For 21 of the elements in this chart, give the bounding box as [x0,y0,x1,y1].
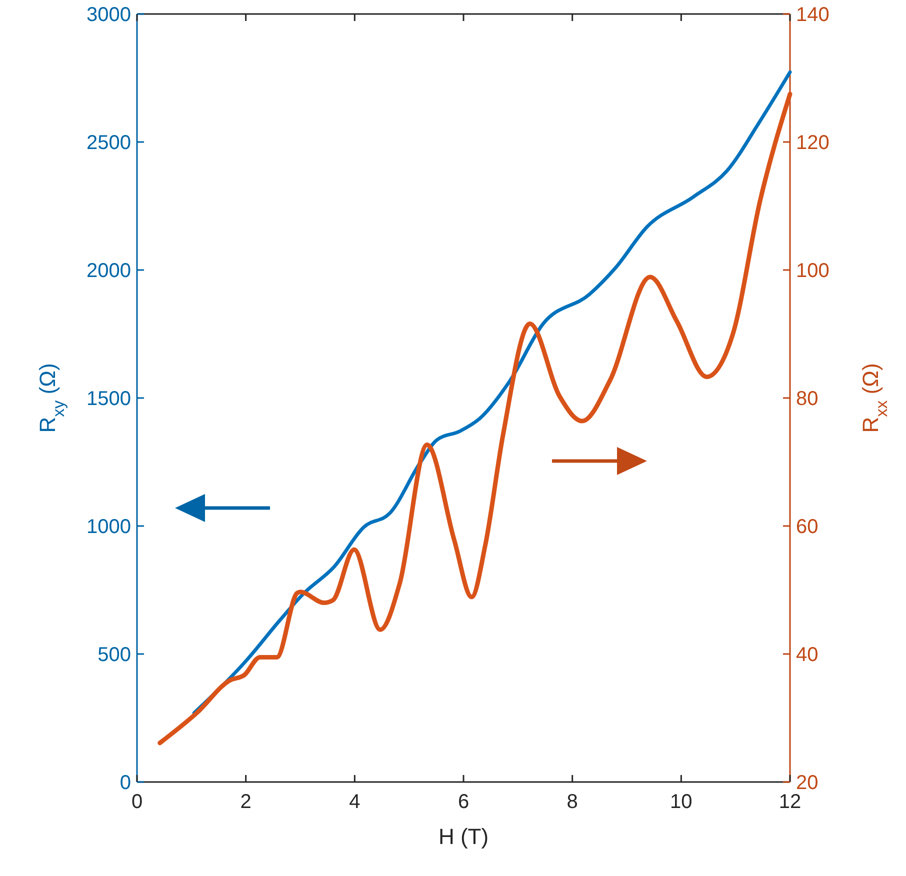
y2-tick-label: 80 [796,388,818,410]
y2-tick-label: 60 [796,516,818,538]
y-tick-label: 2500 [86,132,131,154]
x-tick-label: 2 [240,791,252,813]
y2-tick-label: 20 [796,772,818,794]
y-tick-label: 1000 [86,516,131,538]
y-tick-label: 3000 [86,4,131,26]
y2-tick-label: 140 [796,4,830,26]
x-tick-label: 6 [458,791,470,813]
x-tick-label: 4 [349,791,360,813]
y-tick-label: 1500 [86,388,131,410]
y-tick-label: 500 [98,644,131,666]
x-axis-title: H (T) [438,824,489,849]
x-tick-label: 10 [670,791,692,813]
x-tick-label: 8 [566,791,578,813]
y2-tick-label: 100 [796,260,830,282]
y-tick-label: 2000 [86,260,131,282]
y2-tick-label: 40 [796,644,818,666]
y2-tick-label: 120 [796,132,830,154]
x-tick-label: 12 [778,791,802,813]
y-tick-label: 0 [120,772,131,794]
